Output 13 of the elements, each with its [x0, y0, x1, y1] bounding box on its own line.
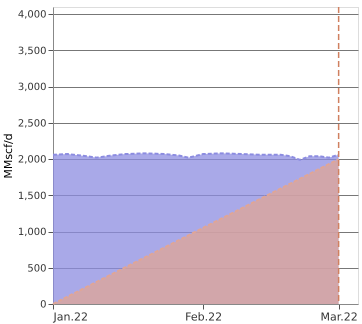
- x-tick-label: Feb.22: [185, 310, 222, 324]
- x-tick-label: Mar.22: [320, 310, 358, 324]
- y-tick-label: 3,000: [18, 82, 46, 94]
- y-tick-label: 0: [40, 300, 46, 310]
- y-tick-label: 2,500: [18, 118, 46, 130]
- y-tick-label: 500: [27, 263, 46, 274]
- y-tick-label: 1,000: [18, 227, 46, 238]
- y-tick-label: 2,000: [18, 154, 46, 166]
- x-tick-label: Jan.22: [52, 310, 88, 324]
- y-tick-label: 1,500: [18, 190, 46, 202]
- y-tick-label: 4,000: [18, 10, 46, 21]
- y-axis-title: MMscf/d: [2, 133, 15, 179]
- y-tick-label: 3,500: [18, 46, 46, 57]
